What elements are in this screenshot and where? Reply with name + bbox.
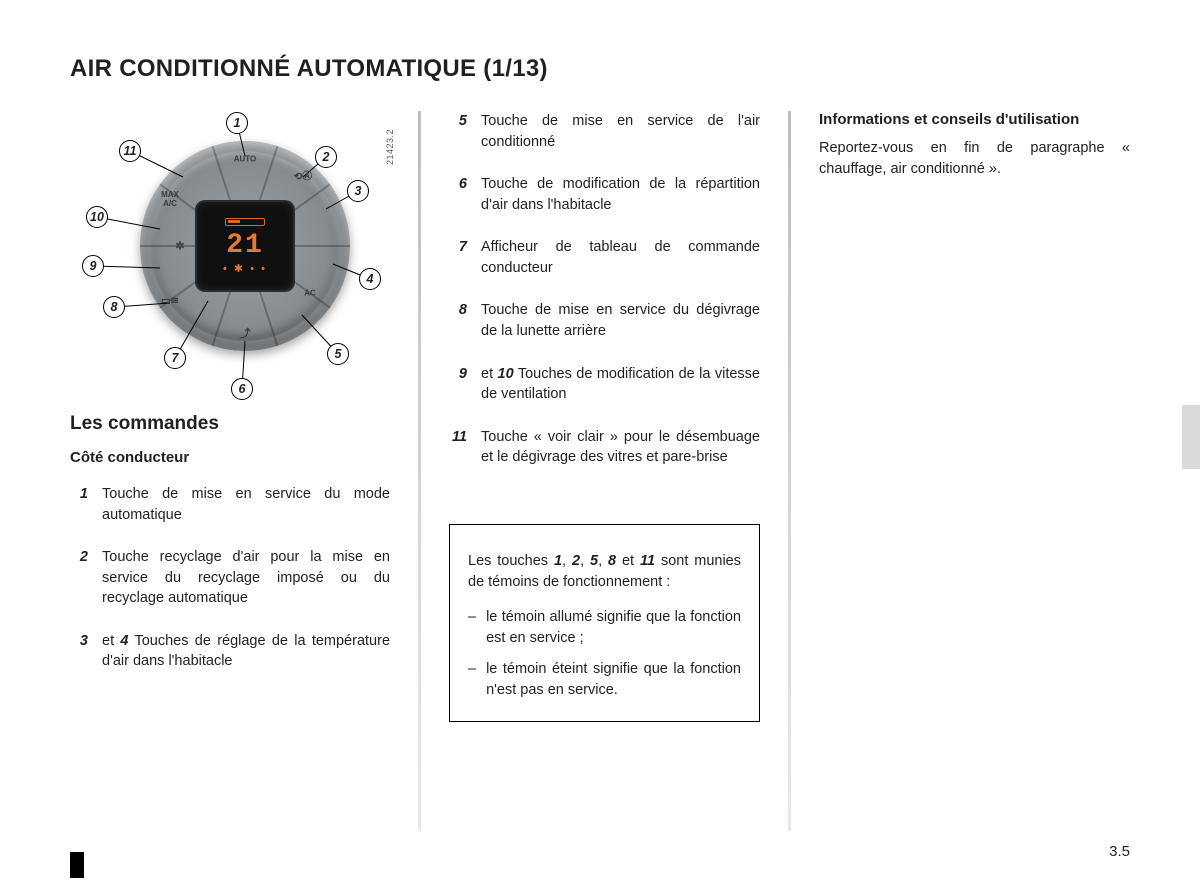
definition-item: 7 Afficheur de tableau de commande conduc… [449, 237, 760, 278]
definition-number: 1 [70, 484, 88, 525]
recirculation-icon: ⟲Ⓐ [294, 168, 312, 183]
callout-8: 8 [103, 296, 125, 318]
definition-number: 3 [70, 631, 88, 672]
definition-item: 2Touche recyclage d'air pour la mise en … [70, 547, 390, 609]
callout-2: 2 [315, 146, 337, 168]
definition-text: Touche de mise en service de l'air condi… [481, 111, 760, 152]
callout-7: 7 [164, 347, 186, 369]
column-middle: 5 Touche de mise en service de l'air cond… [449, 111, 760, 831]
definition-number: 7 [449, 237, 467, 278]
info-heading: Informations et conseils d'utilisation [819, 111, 1130, 128]
airflow-icon: ⤴ [240, 325, 251, 341]
info-paragraph: Reportez-vous en fin de paragraphe « cha… [819, 138, 1130, 180]
box-list-item: le témoin éteint signifie que la fonctio… [468, 659, 741, 701]
definition-item: 6 Touche de modification de la répartitio… [449, 174, 760, 215]
callout-3: 3 [347, 180, 369, 202]
column-left: 21 • ✱ • • AUTO MAX A/C AC ⟲Ⓐ ✲ ▭≋ ⤴ 214… [70, 111, 390, 831]
definition-number: 6 [449, 174, 467, 215]
definition-text: Touche de mise en service du dégivrage d… [481, 300, 760, 341]
callout-1: 1 [226, 112, 248, 134]
box-lead: Les touches 1, 2, 5, 8 et 11 sont munies… [468, 551, 741, 593]
definition-text: Touche de mise en service du mode automa… [102, 484, 390, 525]
page-number: 3.5 [1109, 843, 1130, 860]
definition-number: 11 [449, 427, 467, 468]
column-right: Informations et conseils d'utilisation R… [819, 111, 1130, 831]
footer-crop-mark [70, 852, 84, 878]
section-subheading-driver: Côté conducteur [70, 449, 390, 466]
callout-9: 9 [82, 255, 104, 277]
definition-text: Afficheur de tableau de commande conduct… [481, 237, 760, 278]
dial-label-auto: AUTO [234, 155, 257, 164]
definition-text: et 4 Touches de réglage de la températur… [102, 631, 390, 672]
definition-number: 2 [70, 547, 88, 609]
callout-6: 6 [231, 378, 253, 400]
section-heading-commands: Les commandes [70, 413, 390, 435]
column-separator [788, 111, 791, 831]
indicator-note-box: Les touches 1, 2, 5, 8 et 11 sont munies… [449, 524, 760, 722]
definition-item: 3 et 4 Touches de réglage de la températu… [70, 631, 390, 672]
box-list-item: le témoin allumé signifie que la fonctio… [468, 607, 741, 649]
fan-icon: ✲ [175, 240, 184, 253]
dial-label-max: MAX A/C [161, 190, 179, 208]
definition-item: 11 Touche « voir clair » pour le désembua… [449, 427, 760, 468]
callout-4: 4 [359, 268, 381, 290]
page-edge-tab [1182, 405, 1200, 469]
callout-11: 11 [119, 140, 141, 162]
definition-item: 5 Touche de mise en service de l'air cond… [449, 111, 760, 152]
dial-display: 21 • ✱ • • [197, 202, 293, 290]
definition-text: et 10 Touches de modification de la vite… [481, 364, 760, 405]
callout-10: 10 [86, 206, 108, 228]
definition-item: 1 Touche de mise en service du mode autom… [70, 484, 390, 525]
definition-number: 9 [449, 364, 467, 405]
defrost-rear-icon: ▭≋ [161, 296, 179, 307]
callout-5: 5 [327, 343, 349, 365]
column-separator [418, 111, 421, 831]
page-title: AIR CONDITIONNÉ AUTOMATIQUE (1/13) [70, 55, 1130, 83]
control-dial-diagram: 21 • ✱ • • AUTO MAX A/C AC ⟲Ⓐ ✲ ▭≋ ⤴ 214… [70, 111, 390, 401]
definition-number: 5 [449, 111, 467, 152]
definition-text: Touche recyclage d'air pour la mise en s… [102, 547, 390, 609]
definition-number: 8 [449, 300, 467, 341]
definition-text: Touche de modification de la répartition… [481, 174, 760, 215]
dial-label-ac: AC [304, 289, 316, 298]
definition-text: Touche « voir clair » pour le désembuage… [481, 427, 760, 468]
definition-item: 8 Touche de mise en service du dégivrage … [449, 300, 760, 341]
display-temperature: 21 [226, 232, 264, 260]
definition-item: 9 et 10 Touches de modification de la vit… [449, 364, 760, 405]
